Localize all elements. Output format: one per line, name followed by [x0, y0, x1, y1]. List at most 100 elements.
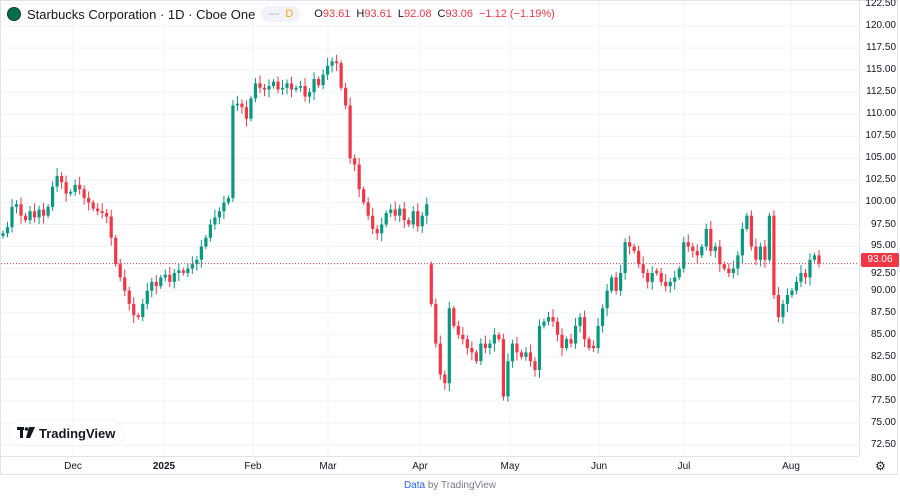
candle-up: [812, 255, 817, 260]
candle-up: [69, 191, 73, 194]
price-tick-label: 112.50: [866, 86, 896, 98]
candle-up: [542, 321, 546, 326]
candle-down: [434, 303, 438, 344]
candle-down: [641, 264, 645, 274]
price-tick-label: 97.50: [870, 218, 896, 230]
candle-down: [443, 374, 447, 384]
candle-down: [718, 246, 722, 265]
candle-down: [461, 334, 465, 340]
price-tick-label: 72.50: [870, 439, 896, 450]
candle-down: [316, 78, 321, 86]
time-tick-label: 2025: [152, 461, 176, 472]
candle-up: [267, 86, 271, 90]
symbol-title[interactable]: Starbucks Corporation · 1D · Cboe One: [27, 6, 256, 22]
candle-up: [564, 339, 569, 348]
candle-down: [655, 270, 659, 274]
candle-down: [501, 339, 506, 397]
low-label: L: [397, 8, 404, 20]
candle-down: [114, 237, 118, 265]
time-tick-label: Dec: [64, 461, 82, 472]
candle-up: [222, 202, 226, 212]
candlestick-chart[interactable]: [1, 1, 859, 456]
tradingview-watermark[interactable]: TradingView: [9, 421, 124, 445]
candle-up: [713, 246, 717, 251]
price-tick-label: 80.00: [870, 372, 896, 384]
candle-up: [785, 295, 790, 304]
price-tick-label: 92.50: [870, 267, 896, 279]
candle-up: [150, 281, 154, 291]
candle-up: [321, 74, 325, 86]
candle-down: [664, 281, 668, 287]
candle-down: [366, 202, 370, 216]
candle-down: [375, 228, 379, 234]
candle-down: [60, 175, 64, 183]
candle-down: [646, 273, 650, 282]
candle-down: [497, 334, 501, 340]
candle-down: [817, 255, 821, 264]
candle-down: [168, 274, 172, 282]
candle-up: [537, 325, 542, 371]
candle-up: [610, 277, 614, 291]
candle-down: [569, 339, 573, 344]
market-status-badge[interactable]: — D: [261, 6, 301, 22]
data-link[interactable]: Data: [403, 480, 426, 491]
candle-down: [348, 105, 352, 159]
dash-icon: —: [268, 8, 280, 20]
gear-icon[interactable]: ⚙: [875, 459, 886, 473]
price-tick-label: 102.50: [865, 174, 896, 186]
price-tick-label: 90.00: [870, 284, 896, 296]
candle-up: [573, 325, 578, 344]
price-axis[interactable]: 122.50 120.00 117.50 115.00 112.50 110.00 107.…: [859, 0, 900, 456]
candle-down: [127, 290, 131, 304]
chart-pane[interactable]: [1, 1, 859, 456]
candle-down: [371, 215, 375, 229]
candle-up: [249, 98, 253, 119]
candle-up: [231, 105, 235, 199]
candle-up: [199, 246, 203, 260]
time-axis[interactable]: Dec 2025 Feb Mar Apr May Jun Jul Aug: [1, 456, 859, 477]
candle-up: [425, 204, 429, 216]
candle-down: [452, 308, 456, 326]
candle-down: [533, 361, 537, 371]
candle-down: [407, 220, 411, 225]
candle-up: [177, 270, 181, 274]
candle-up: [731, 268, 735, 274]
candle-up: [307, 92, 312, 97]
starbucks-logo-icon: [7, 7, 21, 21]
price-tick-label: 87.50: [870, 306, 896, 318]
candle-up: [682, 242, 686, 269]
symbol-legend: Starbucks Corporation · 1D · Cboe One — D…: [7, 5, 555, 23]
candle-down: [154, 281, 158, 287]
candle-up: [745, 215, 749, 229]
candle-down: [136, 315, 140, 318]
price-tick-label: 122.50: [865, 0, 896, 9]
candle-up: [46, 206, 50, 216]
candle-up: [623, 242, 627, 274]
candle-up: [271, 81, 276, 87]
candle-down: [118, 264, 122, 278]
price-tick-label: 107.50: [865, 130, 896, 142]
candle-up: [479, 343, 483, 362]
chart-widget: Starbucks Corporation · 1D · Cboe One — D…: [0, 0, 900, 477]
candle-down: [515, 343, 519, 353]
candle-down: [749, 215, 753, 247]
candle-up: [50, 186, 55, 207]
candle-down: [32, 211, 37, 218]
price-tick-label: 100.00: [865, 196, 896, 208]
candle-up: [159, 277, 163, 287]
candle-down: [582, 317, 587, 340]
candle-down: [82, 189, 86, 199]
candle-down: [555, 321, 560, 335]
candle-down: [754, 246, 758, 260]
candle-down: [276, 81, 280, 90]
price-tick-label: 95.00: [870, 239, 896, 251]
candle-up: [510, 343, 515, 362]
candle-down: [691, 246, 695, 251]
candle-down: [560, 334, 564, 348]
candle-up: [37, 209, 41, 218]
tradingview-text: TradingView: [39, 425, 116, 441]
low-value: 92.08: [403, 8, 432, 20]
candle-down: [695, 250, 699, 256]
candle-up: [506, 361, 510, 397]
candle-up: [700, 246, 704, 256]
